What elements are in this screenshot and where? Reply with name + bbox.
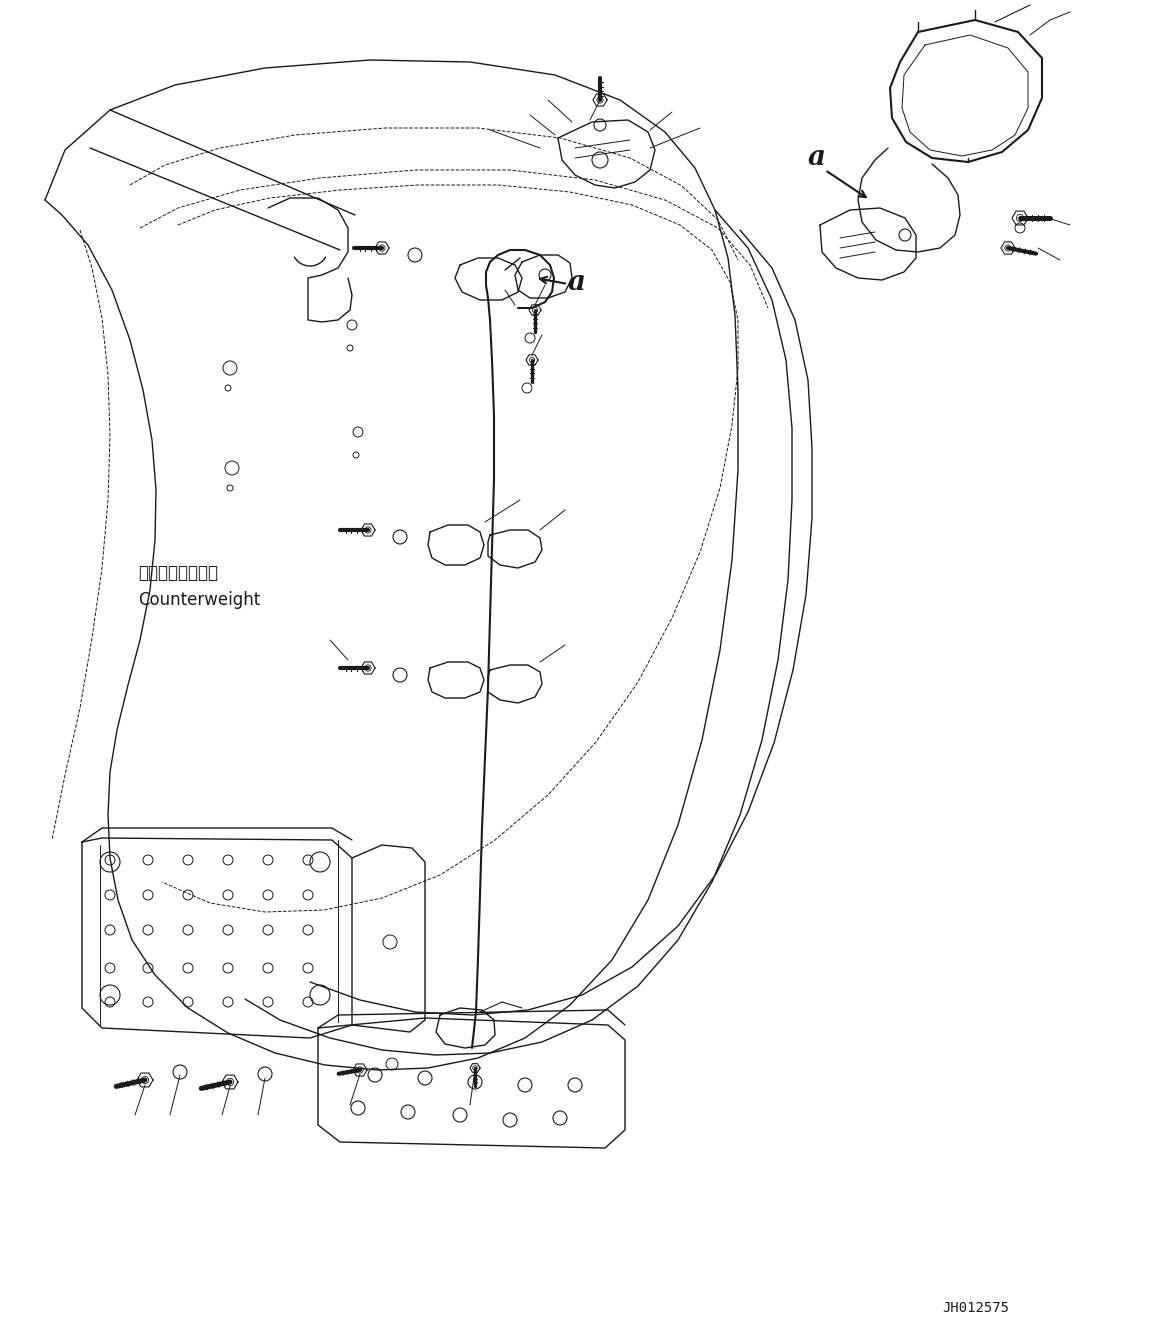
- Text: カウンタウェイト: カウンタウェイト: [138, 564, 217, 583]
- Text: a: a: [568, 269, 586, 296]
- Text: Counterweight: Counterweight: [138, 591, 261, 609]
- Text: JH012575: JH012575: [942, 1300, 1009, 1315]
- Text: a: a: [808, 145, 826, 171]
